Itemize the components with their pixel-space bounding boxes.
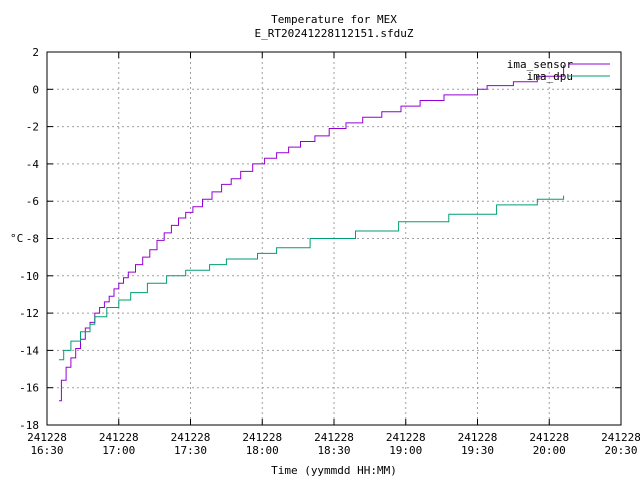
x-tick-label-date: 241228	[386, 431, 426, 444]
y-tick-label: -14	[19, 344, 39, 357]
x-tick-label-time: 18:30	[317, 444, 350, 457]
x-tick-label-time: 20:00	[533, 444, 566, 457]
y-tick-label: -18	[19, 419, 39, 432]
x-tick-label-time: 19:00	[389, 444, 422, 457]
x-tick-label-date: 241228	[529, 431, 569, 444]
x-tick-label-date: 241228	[171, 431, 211, 444]
y-tick-label: -10	[19, 270, 39, 283]
series-line-ima_dpu	[59, 195, 565, 361]
y-tick-label: 2	[32, 46, 39, 59]
x-tick-label-time: 19:30	[461, 444, 494, 457]
y-tick-label: -8	[26, 233, 39, 246]
x-tick-label-date: 241228	[242, 431, 282, 444]
legend-label: ima_dpu	[527, 70, 573, 83]
x-tick-label-time: 20:30	[604, 444, 637, 457]
legend-label: ima_sensor	[507, 58, 574, 71]
y-tick-label: 0	[32, 83, 39, 96]
x-tick-label-time: 17:00	[102, 444, 135, 457]
x-axis-label: Time (yymmdd HH:MM)	[271, 464, 397, 477]
x-tick-label-time: 17:30	[174, 444, 207, 457]
y-tick-label: -6	[26, 195, 39, 208]
x-tick-label-date: 241228	[314, 431, 354, 444]
y-axis-label: °C	[10, 232, 23, 245]
series-layer	[59, 65, 565, 402]
x-tick-label-date: 241228	[99, 431, 139, 444]
y-tick-label: -4	[26, 158, 40, 171]
y-tick-label: -2	[26, 121, 39, 134]
x-tick-label-date: 241228	[601, 431, 640, 444]
chart-subtitle: E_RT20241228112151.sfduZ	[255, 27, 414, 40]
x-tick-label-time: 16:30	[30, 444, 63, 457]
axes: -18-16-14-12-10-8-6-4-20224122816:302412…	[19, 46, 640, 457]
chart-title: Temperature for MEX	[271, 13, 397, 26]
series-line-ima_sensor	[59, 65, 565, 402]
x-tick-label-date: 241228	[458, 431, 498, 444]
x-tick-label-time: 18:00	[246, 444, 279, 457]
x-tick-label-date: 241228	[27, 431, 67, 444]
y-tick-label: -12	[19, 307, 39, 320]
y-tick-label: -16	[19, 382, 39, 395]
